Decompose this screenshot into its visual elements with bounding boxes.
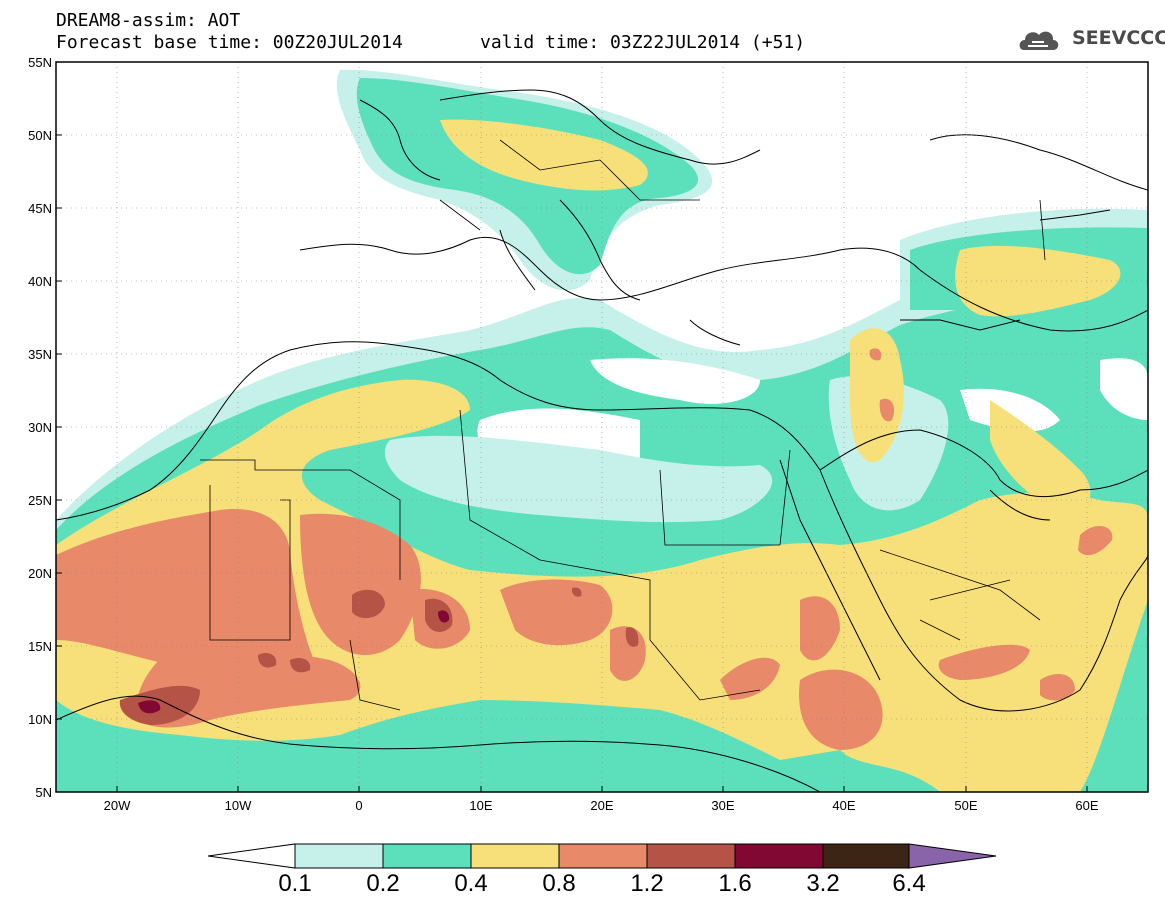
forecast-base-time: Forecast base time: 00Z20JUL2014 xyxy=(56,32,403,53)
latitude-labels: 55N 50N 45N 40N 35N 30N 25N 20N 15N 10N … xyxy=(28,55,52,800)
map-title: DREAM8-assim: AOT xyxy=(56,10,241,31)
colorbar-label: 1.6 xyxy=(718,870,752,897)
colorbar-label: 1.2 xyxy=(630,870,664,897)
lon-label: 30E xyxy=(711,798,734,813)
colorbar-swatch xyxy=(734,843,824,869)
country-borders xyxy=(200,139,1046,711)
aot-band-1.2 xyxy=(119,587,639,725)
lat-label: 55N xyxy=(28,55,52,70)
valid-time: valid time: 03Z22JUL2014 (+51) xyxy=(480,32,806,53)
coastlines xyxy=(56,89,1148,792)
cloud-icon xyxy=(1019,31,1059,50)
colorbar-label: 6.4 xyxy=(892,870,926,897)
axis-ticks xyxy=(56,61,1088,793)
colorbar-swatch xyxy=(558,843,648,869)
colorbar-swatch xyxy=(294,843,384,869)
colorbar-swatch xyxy=(822,843,910,869)
lon-label: 20W xyxy=(104,798,131,813)
colorbar-swatch xyxy=(470,843,560,869)
lon-label: 10E xyxy=(469,798,492,813)
lon-label: 10W xyxy=(225,798,252,813)
colorbar-label: 3.2 xyxy=(806,870,840,897)
lat-label: 5N xyxy=(35,785,52,800)
lon-label: 20E xyxy=(590,798,613,813)
colorbar-max-arrow xyxy=(908,843,997,869)
colorbar-label: 0.1 xyxy=(278,870,312,897)
colorbar-swatch xyxy=(646,843,736,869)
lat-label: 50N xyxy=(28,128,52,143)
lon-label: 50E xyxy=(954,798,977,813)
colorbar-swatch xyxy=(382,843,472,869)
lon-label: 40E xyxy=(832,798,855,813)
lon-label: 0 xyxy=(355,798,362,813)
colorbar-label: 0.4 xyxy=(454,870,488,897)
colorbar-label: 0.2 xyxy=(366,870,400,897)
aot-band-1.6 xyxy=(138,610,450,714)
lat-label: 20N xyxy=(28,566,52,581)
logo-text: SEEVCCC xyxy=(1072,27,1165,49)
longitude-labels: 20W 10W 0 10E 20E 30E 40E 50E 60E xyxy=(104,798,1099,813)
lat-label: 15N xyxy=(28,639,52,654)
lat-label: 35N xyxy=(28,347,52,362)
lat-label: 40N xyxy=(28,274,52,289)
colorbar-label: 0.8 xyxy=(542,870,576,897)
lat-label: 45N xyxy=(28,201,52,216)
lat-label: 25N xyxy=(28,493,52,508)
graticule xyxy=(56,62,1148,792)
colorbar-min-arrow xyxy=(207,843,296,869)
lon-label: 60E xyxy=(1075,798,1098,813)
colorbar xyxy=(207,843,997,869)
lat-label: 30N xyxy=(28,420,52,435)
lat-label: 10N xyxy=(28,712,52,727)
